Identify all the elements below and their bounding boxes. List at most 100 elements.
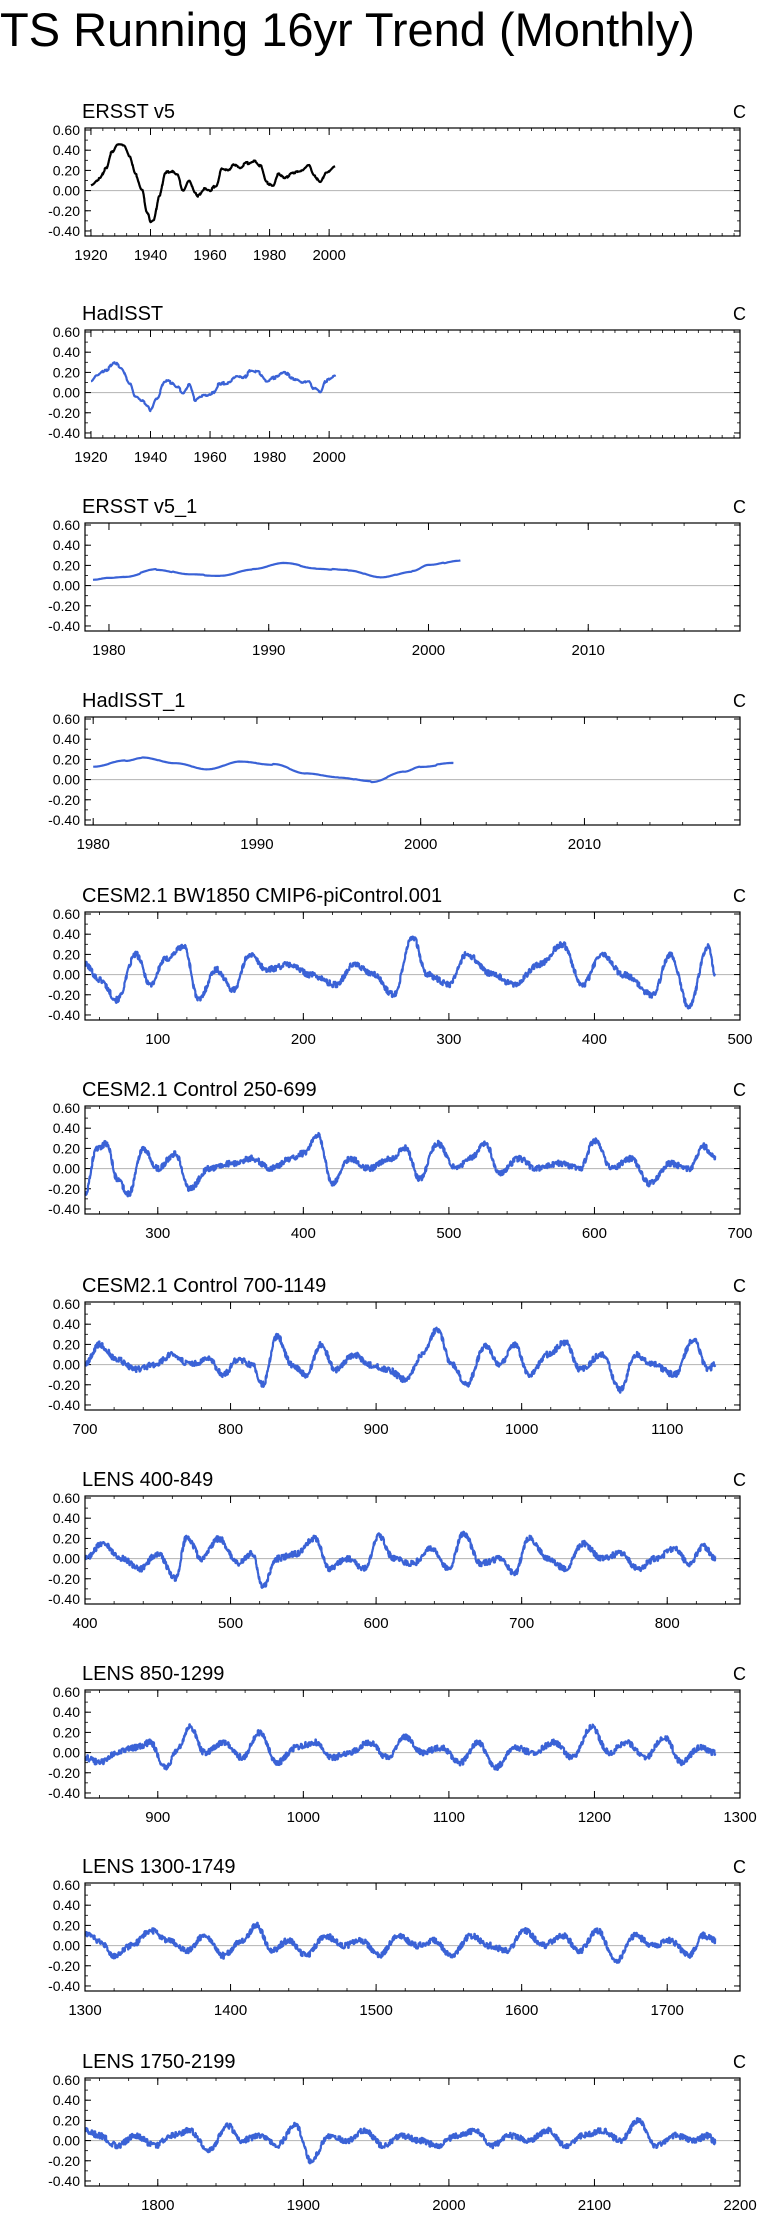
series-line (83, 1723, 717, 1772)
panel-title: CESM2.1 Control 250-699 (82, 1079, 317, 1101)
x-tick-label: 1920 (74, 449, 107, 466)
y-tick-label: -0.20 (48, 792, 80, 808)
x-tick-label: 600 (582, 1225, 607, 1242)
series-line (93, 756, 454, 784)
x-tick-label: 700 (509, 1615, 534, 1632)
y-tick-label: 0.00 (53, 1938, 80, 1954)
x-tick-label: 600 (364, 1615, 389, 1632)
y-tick-label: 0.40 (53, 1510, 80, 1526)
y-tick-label: -0.40 (48, 1785, 80, 1801)
y-tick-label: 0.40 (53, 926, 80, 942)
plot-frame (84, 127, 741, 237)
y-tick-label: 0.20 (53, 2112, 80, 2128)
panel-units: C (733, 1857, 746, 1877)
y-tick-label: -0.40 (48, 223, 80, 239)
x-tick-label: 700 (72, 1421, 97, 1438)
y-tick-label: -0.20 (48, 1571, 80, 1587)
panel-units: C (733, 102, 746, 122)
plot-frame (84, 1105, 741, 1215)
y-tick-label: 0.20 (53, 946, 80, 962)
x-tick-label: 700 (727, 1225, 752, 1242)
x-tick-label: 900 (364, 1421, 389, 1438)
panel-units: C (733, 1276, 746, 1296)
series-line (83, 935, 717, 1010)
plot-frame (84, 329, 741, 439)
x-tick-label: 400 (72, 1615, 97, 1632)
x-tick-label: 1990 (252, 642, 285, 659)
x-tick-label: 300 (145, 1225, 170, 1242)
plot-frame (84, 1689, 741, 1799)
y-tick-label: 0.60 (53, 2072, 80, 2088)
series-line (92, 559, 461, 581)
x-tick-label: 1500 (359, 2002, 392, 2019)
y-tick-label: 0.60 (53, 1490, 80, 1506)
plot-frame (84, 2077, 741, 2187)
y-tick-label: 0.00 (53, 772, 80, 788)
x-tick-label: 200 (291, 1031, 316, 1048)
y-tick-label: 0.60 (53, 1100, 80, 1116)
x-tick-label: 1960 (193, 247, 226, 264)
y-tick-label: -0.40 (48, 1007, 80, 1023)
panel-title: LENS 850-1299 (82, 1663, 224, 1685)
y-tick-label: 0.20 (53, 1917, 80, 1933)
y-tick-label: 0.40 (53, 1316, 80, 1332)
x-tick-label: 100 (145, 1031, 170, 1048)
x-tick-label: 1900 (287, 2197, 320, 2214)
plot-frame (84, 522, 741, 632)
y-tick-label: -0.20 (48, 1765, 80, 1781)
series-line (83, 2117, 717, 2165)
panel-title: LENS 1750-2199 (82, 2051, 235, 2073)
x-tick-label: 1700 (651, 2002, 684, 2019)
y-tick-label: 0.00 (53, 1357, 80, 1373)
y-tick-label: 0.40 (53, 1120, 80, 1136)
y-tick-label: -0.20 (48, 2153, 80, 2169)
y-tick-label: 0.00 (53, 385, 80, 401)
y-tick-label: 0.60 (53, 1296, 80, 1312)
y-tick-label: -0.20 (48, 405, 80, 421)
x-tick-label: 1100 (433, 1809, 465, 1826)
chart-panel-10: LENS 1300-1749 C 0.60 0.40 0.20 0.00 -0.20 -0.4… (48, 1856, 746, 2019)
panel-units: C (733, 1470, 746, 1490)
x-tick-label: 1400 (214, 2002, 247, 2019)
x-tick-label: 1980 (92, 642, 125, 659)
y-tick-label: -0.40 (48, 1978, 80, 1994)
x-tick-label: 1600 (505, 2002, 538, 2019)
y-tick-label: 0.60 (53, 1684, 80, 1700)
x-tick-label: 800 (218, 1421, 243, 1438)
y-tick-label: 0.00 (53, 1745, 80, 1761)
y-tick-label: -0.40 (48, 1201, 80, 1217)
y-tick-label: -0.40 (48, 1397, 80, 1413)
x-tick-label: 2200 (723, 2197, 756, 2214)
panel-units: C (733, 304, 746, 324)
chart-panel-7: CESM2.1 Control 700-1149 C 0.60 0.40 0.20 0.0… (48, 1275, 746, 1438)
y-tick-label: 0.60 (53, 122, 80, 138)
y-tick-label: -0.40 (48, 2173, 80, 2189)
x-tick-label: 400 (582, 1031, 607, 1048)
y-tick-label: -0.40 (48, 1591, 80, 1607)
chart-panel-6: CESM2.1 Control 250-699 C 0.60 0.40 0.20 0.00… (48, 1079, 752, 1242)
y-tick-label: 0.20 (53, 1336, 80, 1352)
x-tick-label: 2000 (412, 642, 445, 659)
chart-panel-2: HadISST C 0.60 0.40 0.20 0.00 -0.20 -0.40 1920 19… (48, 303, 746, 466)
chart-panel-8: LENS 400-849 C 0.60 0.40 0.20 0.00 -0.20 -0.40 4… (48, 1469, 746, 1632)
y-tick-label: 0.20 (53, 364, 80, 380)
y-tick-label: 0.60 (53, 906, 80, 922)
plot-frame (84, 1301, 741, 1411)
y-tick-label: 0.20 (53, 1140, 80, 1156)
x-tick-label: 1920 (74, 247, 107, 264)
x-tick-label: 2000 (404, 836, 437, 853)
y-tick-label: 0.60 (53, 324, 80, 340)
y-tick-label: 0.40 (53, 2092, 80, 2108)
page-title: TS Running 16yr Trend (Monthly) (0, 3, 695, 56)
y-tick-label: 0.40 (53, 731, 80, 747)
y-tick-label: 0.40 (53, 142, 80, 158)
y-tick-label: 0.00 (53, 2133, 80, 2149)
y-tick-label: 0.00 (53, 967, 80, 983)
chart-panel-4: HadISST_1 C 0.60 0.40 0.20 0.00 -0.20 -0.40 1980… (48, 690, 746, 853)
y-tick-label: -0.20 (48, 1377, 80, 1393)
y-tick-label: -0.20 (48, 987, 80, 1003)
y-tick-label: -0.20 (48, 1958, 80, 1974)
x-tick-label: 1980 (253, 247, 286, 264)
x-tick-label: 1980 (77, 836, 110, 853)
x-tick-label: 1800 (141, 2197, 174, 2214)
